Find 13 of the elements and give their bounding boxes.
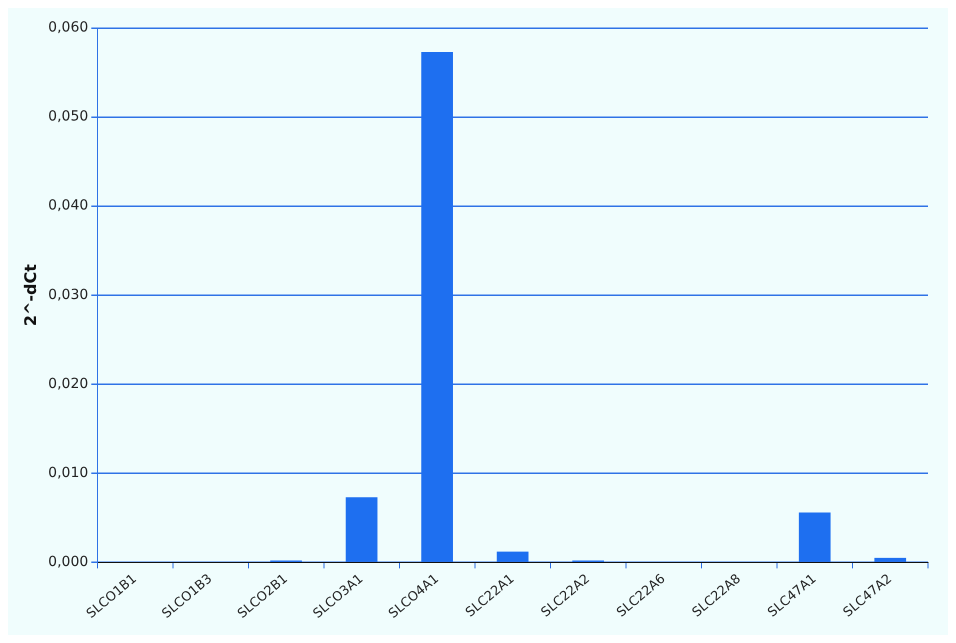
bar [874,558,906,562]
y-tick-label: 0,000 [48,554,88,570]
bar [421,52,453,562]
bar [496,552,528,562]
y-tick-label: 0,060 [48,20,88,36]
bar [798,512,831,562]
y-tick-label: 0,030 [48,286,88,303]
y-tick-label: 0,050 [48,108,88,125]
y-tick-label: 0,040 [48,198,88,214]
y-tick-label: 0,020 [48,376,88,392]
bar [346,497,378,562]
y-tick-label: 0,010 [48,464,88,481]
y-axis-title: 2^-dCt [20,264,40,326]
